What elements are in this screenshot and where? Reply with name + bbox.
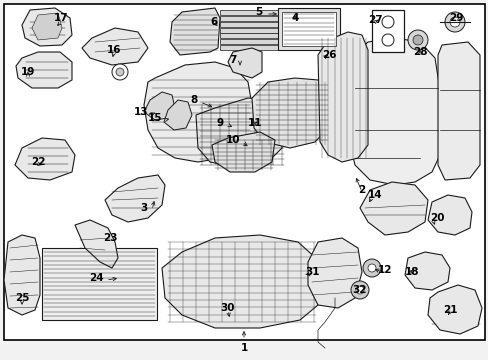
Polygon shape bbox=[427, 285, 481, 334]
Bar bbox=[42, 248, 157, 320]
Text: 23: 23 bbox=[103, 233, 118, 243]
Text: 27: 27 bbox=[367, 15, 382, 25]
Text: 2: 2 bbox=[357, 185, 365, 195]
Polygon shape bbox=[307, 238, 361, 308]
Text: 20: 20 bbox=[429, 213, 444, 223]
Circle shape bbox=[412, 35, 422, 45]
Polygon shape bbox=[143, 92, 175, 120]
Bar bbox=[220, 16, 280, 21]
Polygon shape bbox=[32, 13, 62, 40]
Bar bbox=[282, 12, 335, 46]
Circle shape bbox=[381, 34, 393, 46]
Circle shape bbox=[112, 64, 128, 80]
Text: 9: 9 bbox=[217, 118, 224, 128]
Text: 3: 3 bbox=[141, 203, 148, 213]
Text: 1: 1 bbox=[240, 343, 247, 353]
Text: 14: 14 bbox=[367, 190, 382, 200]
Text: 13: 13 bbox=[133, 107, 148, 117]
Polygon shape bbox=[163, 100, 192, 130]
Bar bbox=[278, 8, 339, 50]
Text: 12: 12 bbox=[377, 265, 392, 275]
Circle shape bbox=[362, 259, 380, 277]
Circle shape bbox=[355, 286, 363, 294]
Polygon shape bbox=[105, 175, 164, 222]
Polygon shape bbox=[212, 132, 274, 172]
Text: 7: 7 bbox=[229, 55, 237, 65]
Circle shape bbox=[381, 16, 393, 28]
Text: 4: 4 bbox=[291, 13, 298, 23]
Circle shape bbox=[350, 281, 368, 299]
Text: 26: 26 bbox=[321, 50, 336, 60]
Circle shape bbox=[116, 68, 124, 76]
Polygon shape bbox=[404, 252, 449, 290]
Text: 16: 16 bbox=[106, 45, 121, 55]
Polygon shape bbox=[251, 78, 329, 148]
Circle shape bbox=[444, 12, 464, 32]
Polygon shape bbox=[317, 32, 367, 162]
Polygon shape bbox=[143, 62, 251, 162]
Text: 5: 5 bbox=[254, 7, 262, 17]
Polygon shape bbox=[4, 235, 40, 315]
Polygon shape bbox=[349, 38, 439, 185]
Bar bbox=[220, 27, 280, 32]
Polygon shape bbox=[196, 98, 285, 168]
Polygon shape bbox=[170, 8, 220, 55]
Text: 11: 11 bbox=[247, 118, 262, 128]
Circle shape bbox=[407, 30, 427, 50]
Polygon shape bbox=[16, 52, 72, 88]
Text: 28: 28 bbox=[412, 47, 427, 57]
Text: 31: 31 bbox=[305, 267, 319, 277]
Polygon shape bbox=[22, 8, 72, 46]
Text: 15: 15 bbox=[147, 113, 162, 123]
Circle shape bbox=[367, 264, 375, 272]
Polygon shape bbox=[75, 220, 118, 268]
Text: 24: 24 bbox=[89, 273, 104, 283]
Bar bbox=[371, 10, 403, 52]
Polygon shape bbox=[359, 182, 427, 235]
Polygon shape bbox=[15, 138, 75, 180]
Text: 22: 22 bbox=[31, 157, 45, 167]
Text: 8: 8 bbox=[190, 95, 198, 105]
Bar bbox=[220, 33, 280, 38]
Text: 18: 18 bbox=[404, 267, 419, 277]
Bar bbox=[220, 10, 280, 15]
Circle shape bbox=[449, 17, 459, 27]
Text: 21: 21 bbox=[442, 305, 456, 315]
Text: 30: 30 bbox=[220, 303, 235, 313]
Polygon shape bbox=[437, 42, 479, 180]
Text: 29: 29 bbox=[448, 13, 462, 23]
Polygon shape bbox=[427, 195, 471, 235]
Text: 19: 19 bbox=[21, 67, 35, 77]
Polygon shape bbox=[227, 48, 262, 78]
Bar bbox=[220, 45, 280, 50]
Text: 6: 6 bbox=[210, 17, 218, 27]
Polygon shape bbox=[162, 235, 317, 328]
Polygon shape bbox=[82, 28, 148, 65]
Text: 17: 17 bbox=[54, 13, 68, 23]
Text: 10: 10 bbox=[225, 135, 240, 145]
Bar bbox=[220, 22, 280, 27]
Text: 32: 32 bbox=[352, 285, 366, 295]
Text: 25: 25 bbox=[15, 293, 29, 303]
Bar bbox=[220, 39, 280, 44]
